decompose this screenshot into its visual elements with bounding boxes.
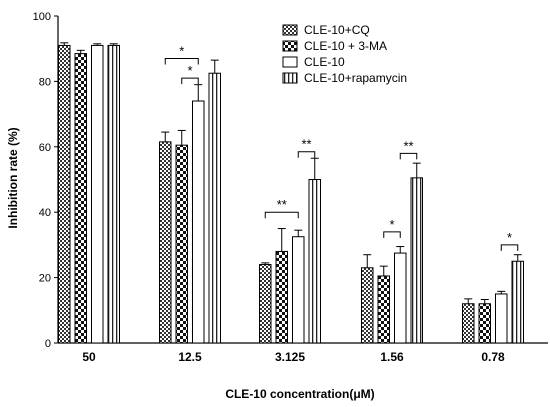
y-tick-label: 40 xyxy=(39,207,51,219)
bars xyxy=(58,44,524,344)
bar xyxy=(462,303,475,344)
y-tick-label: 0 xyxy=(45,338,51,350)
x-tick-label: 12.5 xyxy=(178,350,202,364)
bar xyxy=(91,44,104,344)
significance-bracket xyxy=(399,152,418,160)
significance-label: * xyxy=(389,217,394,232)
significance-label: * xyxy=(187,63,192,78)
bar xyxy=(58,44,71,344)
legend: CLE-10+CQ CLE-10 + 3-MA CLE-10 CLE-10+rapam… xyxy=(282,23,407,85)
y-tick-label: 100 xyxy=(33,11,51,23)
bar xyxy=(175,144,188,344)
bar xyxy=(107,44,120,344)
significance-label: * xyxy=(507,230,512,245)
bar xyxy=(394,252,407,344)
y-tick-label: 60 xyxy=(39,142,51,154)
legend-label: CLE-10+rapamycin xyxy=(304,71,407,85)
bar xyxy=(377,275,390,344)
bar xyxy=(410,177,423,344)
bar xyxy=(159,141,172,344)
x-tick-label: 0.78 xyxy=(481,350,505,364)
significance-bracket xyxy=(297,151,316,158)
error-bars xyxy=(60,42,522,304)
x-tick-labels: 50 12.5 3.125 1.56 0.78 xyxy=(82,350,505,364)
bar xyxy=(478,303,491,344)
legend-label: CLE-10 + 3-MA xyxy=(304,39,387,53)
legend-swatch xyxy=(282,56,298,68)
legend-label: CLE-10+CQ xyxy=(304,23,370,37)
bar xyxy=(208,72,221,344)
y-tick-label: 20 xyxy=(39,273,51,285)
significance-bracket xyxy=(164,58,199,65)
bar xyxy=(74,53,87,344)
legend-swatch xyxy=(282,24,298,36)
x-axis-title: CLE-10 concentration(μM) xyxy=(225,387,374,401)
axes: 0 20 40 60 80 100 xyxy=(33,11,548,350)
significance-label: ** xyxy=(301,137,311,152)
bar xyxy=(275,250,288,344)
x-tick-label: 1.56 xyxy=(380,350,404,364)
significance-bracket xyxy=(181,77,199,85)
bar xyxy=(292,236,305,344)
significance-bracket xyxy=(500,244,519,251)
significance-label: ** xyxy=(277,197,287,212)
x-tick-label: 3.125 xyxy=(275,350,305,364)
bar xyxy=(511,260,524,344)
significance-label: ** xyxy=(403,138,413,153)
y-tick-label: 80 xyxy=(39,76,51,88)
legend-swatch xyxy=(282,40,298,52)
legend-label: CLE-10 xyxy=(304,55,345,69)
legend-swatch xyxy=(282,72,298,84)
significance-label: * xyxy=(179,44,184,59)
bar xyxy=(495,293,508,344)
significance-bracket xyxy=(264,211,299,219)
bar xyxy=(308,179,321,344)
bar xyxy=(259,264,272,344)
significance-bracket xyxy=(383,231,401,238)
x-tick-label: 50 xyxy=(82,350,96,364)
bar xyxy=(361,267,374,344)
significance-brackets: ****** **** xyxy=(164,44,519,251)
bar xyxy=(192,100,205,344)
y-axis-title: Inhibition rate (%) xyxy=(6,127,20,228)
